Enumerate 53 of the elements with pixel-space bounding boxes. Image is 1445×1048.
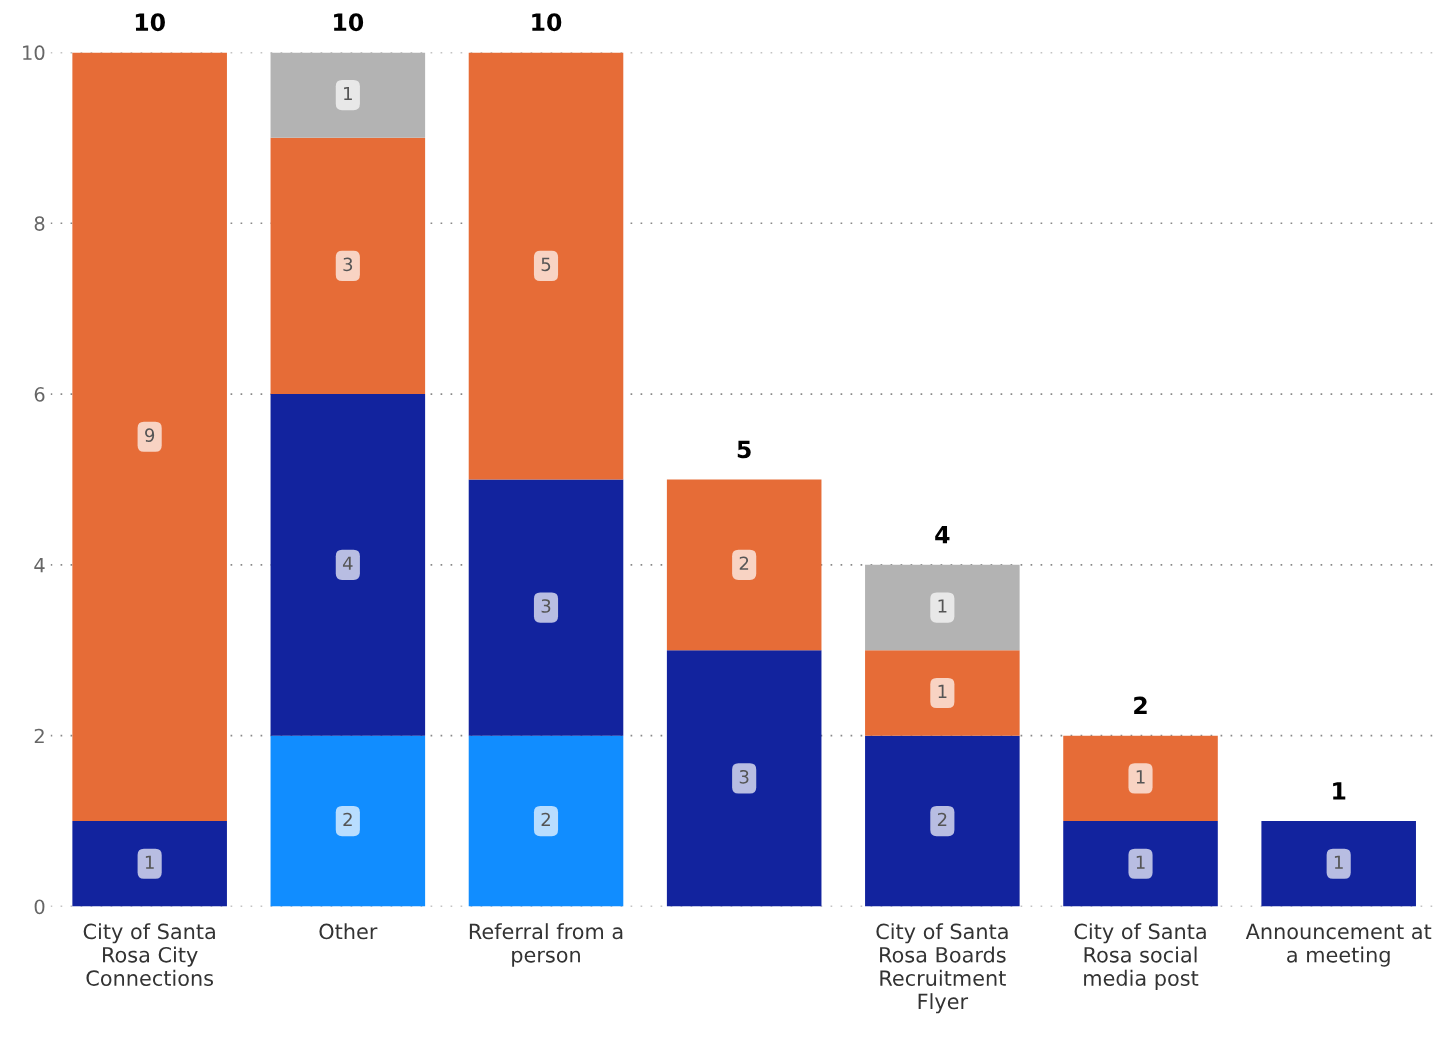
y-tick-label: 6 bbox=[34, 387, 45, 402]
total-label: 4 bbox=[935, 526, 950, 544]
y-tick-label: 10 bbox=[23, 45, 45, 61]
bar bbox=[666, 479, 822, 651]
x-tick-label: City of Santa Rosa City Connections bbox=[83, 923, 215, 986]
total-label: 5 bbox=[737, 440, 751, 459]
total-label: 10 bbox=[334, 13, 364, 32]
bar bbox=[1261, 821, 1416, 907]
data-label: 2 bbox=[343, 812, 352, 827]
data-label: 3 bbox=[541, 599, 551, 613]
x-tick-label: City of Santa Rosa Boards Recruitment Flyer bbox=[876, 923, 1008, 1014]
data-label: 1 bbox=[1136, 855, 1145, 869]
data-label: 1 bbox=[1334, 855, 1343, 869]
data-label: 2 bbox=[937, 812, 947, 827]
bar bbox=[270, 137, 426, 395]
data-label: 3 bbox=[343, 257, 353, 272]
bar bbox=[270, 394, 426, 736]
bar bbox=[865, 650, 1020, 736]
data-label: 3 bbox=[739, 769, 749, 784]
data-label: 4 bbox=[342, 556, 353, 570]
data-label: 1 bbox=[938, 599, 947, 613]
x-tick-label: City of Santa Rosa social media post bbox=[1074, 923, 1206, 991]
total-label: 1 bbox=[1333, 782, 1346, 800]
total-label: 10 bbox=[532, 13, 562, 32]
data-label: 2 bbox=[541, 812, 550, 827]
x-tick-label: Referral from a person bbox=[469, 923, 623, 967]
bar bbox=[270, 52, 426, 138]
data-label: 5 bbox=[541, 257, 551, 272]
data-label: 1 bbox=[938, 684, 947, 698]
bar bbox=[468, 52, 624, 480]
bar bbox=[1063, 735, 1218, 822]
bar bbox=[1063, 821, 1218, 907]
bar bbox=[72, 52, 227, 822]
bar bbox=[865, 735, 1020, 907]
total-label: 2 bbox=[1134, 696, 1147, 715]
x-tick-label: Other bbox=[319, 923, 378, 940]
data-label: 2 bbox=[739, 556, 749, 570]
bar bbox=[270, 735, 426, 907]
data-label: 1 bbox=[1136, 770, 1145, 784]
bar bbox=[865, 564, 1020, 651]
total-label: 10 bbox=[135, 13, 165, 32]
y-tick-label: 4 bbox=[34, 558, 45, 573]
bar bbox=[468, 479, 624, 736]
y-tick-label: 8 bbox=[34, 216, 45, 231]
x-tick-label: Announcement at a meeting bbox=[1245, 923, 1432, 967]
y-tick-label: 2 bbox=[34, 728, 44, 744]
bar bbox=[666, 650, 822, 907]
bar bbox=[468, 735, 624, 907]
bar bbox=[72, 821, 227, 907]
data-label: 1 bbox=[145, 855, 154, 869]
data-label: 9 bbox=[145, 428, 155, 442]
data-label: 1 bbox=[344, 86, 352, 101]
y-tick-label: 0 bbox=[34, 899, 45, 915]
